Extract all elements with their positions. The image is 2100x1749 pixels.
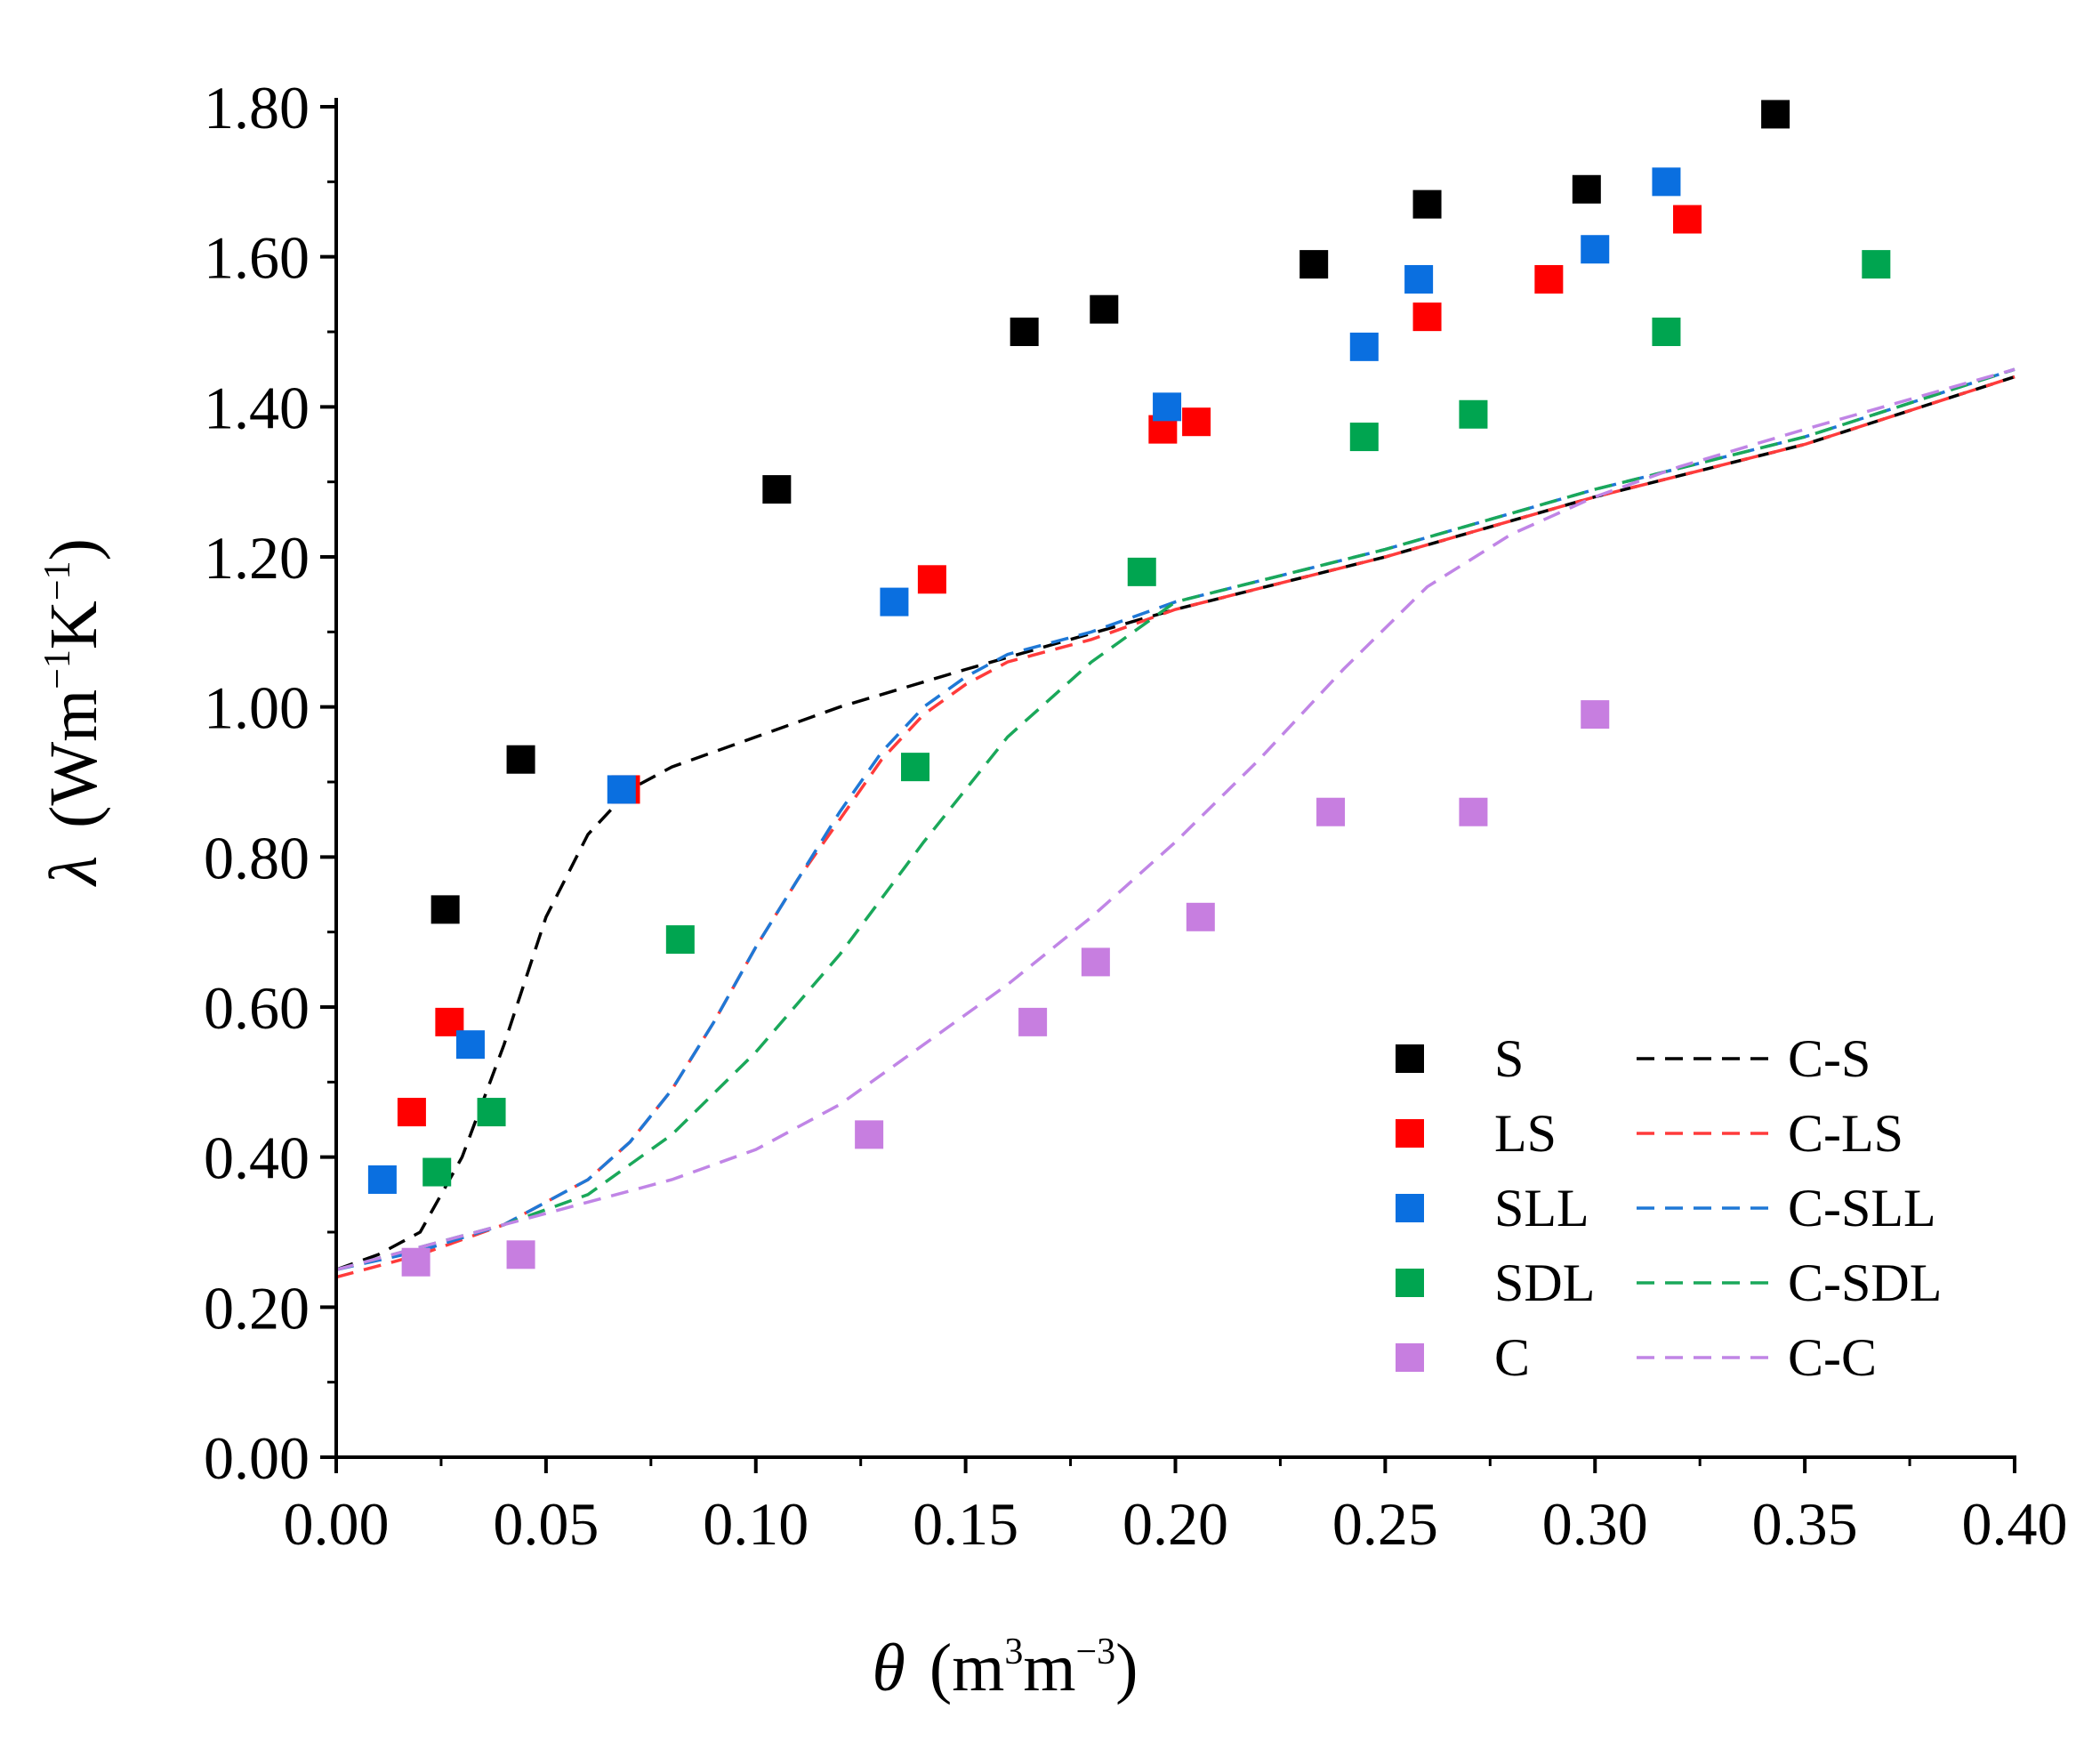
data-point-s <box>1412 189 1442 219</box>
x-tick-label: 0.10 <box>703 1490 809 1558</box>
data-point-c <box>401 1247 430 1277</box>
data-point-s <box>1090 294 1119 324</box>
legend-marker-sdl <box>1396 1269 1424 1297</box>
y-axis-unit-c: ) <box>36 538 111 560</box>
x-tick-label: 0.30 <box>1542 1490 1648 1558</box>
y-axis-exp-a: −1 <box>37 649 78 689</box>
data-point-sdl <box>1652 318 1681 346</box>
x-axis-unit-c: ) <box>1115 1631 1138 1705</box>
data-point-sll <box>1652 167 1681 197</box>
plot-markers <box>367 100 1891 1277</box>
data-point-c <box>1186 902 1215 931</box>
y-tick-label: 1.00 <box>204 674 310 742</box>
data-point-s <box>430 895 460 924</box>
data-point-c <box>1316 797 1346 826</box>
y-axis-unit-b: K <box>36 600 111 649</box>
x-axis-symbol: θ <box>873 1631 905 1705</box>
series-line-c-ls <box>335 375 2016 1279</box>
data-point-sll <box>455 1030 485 1060</box>
y-axis-symbol: λ <box>36 856 111 887</box>
legend-label-s: S <box>1494 1029 1524 1088</box>
data-point-sll <box>1153 392 1182 422</box>
legend-marker-s <box>1396 1044 1424 1073</box>
x-tick-label: 0.25 <box>1332 1490 1438 1558</box>
data-point-sll <box>1349 332 1379 361</box>
y-tick-label: 0.80 <box>204 824 310 891</box>
data-point-c <box>1459 797 1488 826</box>
legend-label-c-sdl: C-SDL <box>1788 1253 1942 1312</box>
data-point-ls <box>1412 302 1442 332</box>
y-tick-label: 0.40 <box>204 1124 310 1192</box>
x-tick-label: 0.00 <box>284 1490 390 1558</box>
legend-marker-ls <box>1396 1119 1424 1148</box>
series-line-c-c <box>335 367 2016 1271</box>
data-point-s <box>1299 250 1329 279</box>
data-point-c <box>855 1120 884 1149</box>
data-point-sdl <box>1862 250 1891 279</box>
legend-label-c-sll: C-SLL <box>1788 1179 1936 1237</box>
data-point-sll <box>1581 235 1610 264</box>
data-point-sdl <box>665 925 695 955</box>
data-point-c <box>1018 1007 1048 1036</box>
data-point-c <box>1581 700 1610 729</box>
legend: S LS SLL SDL C C-S C-LS C-SLL C-SDL C-C <box>1396 1029 1942 1387</box>
data-point-s <box>1572 174 1601 204</box>
data-point-sll <box>880 587 909 617</box>
legend-label-c-s: C-S <box>1788 1029 1871 1088</box>
data-point-sdl <box>477 1098 506 1127</box>
y-axis-title: λ (Wm−1K−1) <box>36 538 111 887</box>
x-tick-label: 0.20 <box>1122 1490 1228 1558</box>
data-point-ls <box>917 565 946 594</box>
legend-marker-sll <box>1396 1194 1424 1222</box>
data-point-s <box>1761 100 1790 129</box>
y-axis-exp-b: −1 <box>37 560 78 600</box>
x-tick-label: 0.40 <box>1962 1490 2068 1558</box>
legend-label-c-ls: C-LS <box>1788 1104 1903 1163</box>
data-point-sdl <box>1459 399 1488 429</box>
legend-marker-c <box>1396 1343 1424 1372</box>
data-point-sll <box>1404 264 1434 294</box>
legend-label-c-c: C-C <box>1788 1328 1877 1387</box>
data-point-c <box>506 1240 535 1269</box>
data-point-ls <box>1534 264 1564 294</box>
legend-label-sdl: SDL <box>1494 1253 1595 1312</box>
data-point-sdl <box>1349 423 1379 452</box>
legend-label-sll: SLL <box>1494 1179 1589 1237</box>
data-point-sdl <box>901 753 930 782</box>
x-tick-label: 0.35 <box>1752 1490 1858 1558</box>
x-tick-label: 0.05 <box>493 1490 599 1558</box>
x-axis-title: θ (m3m−3) <box>873 1631 1139 1705</box>
series-line-c-sll <box>335 367 2016 1271</box>
y-tick-label: 1.20 <box>204 524 310 592</box>
data-point-sdl <box>422 1157 452 1187</box>
series-line-c-sdl <box>335 367 2016 1271</box>
y-axis-unit-a: (Wm <box>36 689 111 828</box>
legend-label-ls: LS <box>1494 1104 1557 1163</box>
axes: 0.00 0.05 0.10 0.15 0.20 0.25 0.30 0.35 0.40 0.00… <box>204 74 2068 1558</box>
y-tick-label: 1.40 <box>204 374 310 441</box>
y-tick-label: 0.00 <box>204 1424 310 1492</box>
y-tick-label: 0.20 <box>204 1274 310 1342</box>
data-point-sll <box>607 775 636 804</box>
x-axis-unit-b: m <box>1023 1631 1075 1705</box>
x-axis-unit-a: (m <box>929 1631 1004 1705</box>
data-point-ls <box>1673 205 1702 234</box>
y-tick-label: 0.60 <box>204 974 310 1042</box>
data-point-s <box>1010 318 1039 346</box>
y-tick-label: 1.80 <box>204 74 310 141</box>
data-point-ls <box>1182 407 1211 437</box>
x-axis-exp-b: −3 <box>1075 1632 1115 1672</box>
data-point-sdl <box>1127 557 1156 586</box>
data-point-s <box>506 745 535 774</box>
y-tick-label: 1.60 <box>204 224 310 292</box>
data-point-sll <box>367 1165 397 1194</box>
x-tick-label: 0.15 <box>913 1490 1018 1558</box>
data-point-s <box>762 475 792 504</box>
data-point-ls <box>397 1098 426 1127</box>
x-axis-exp-a: 3 <box>1004 1632 1023 1672</box>
legend-label-c: C <box>1494 1328 1530 1387</box>
data-point-c <box>1081 947 1110 977</box>
